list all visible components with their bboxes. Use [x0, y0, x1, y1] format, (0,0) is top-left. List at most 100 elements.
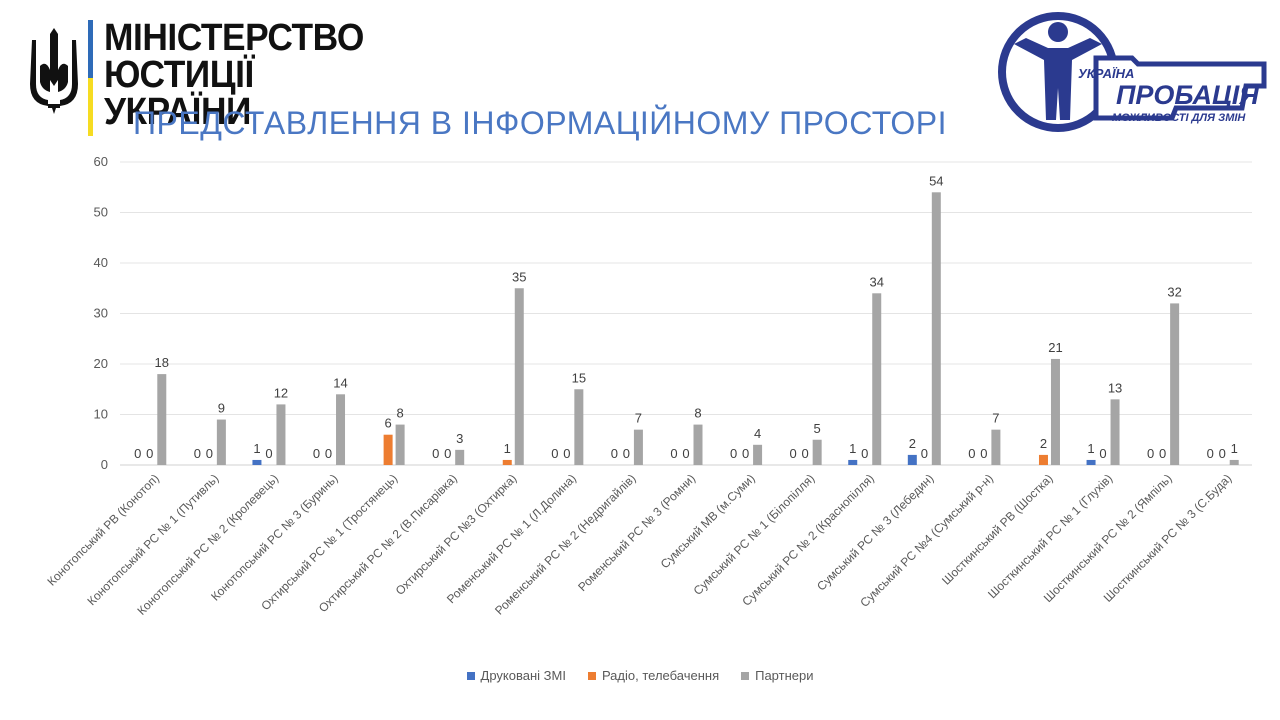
data-label-radio: 6 [384, 416, 391, 431]
data-label-radio: 0 [623, 446, 630, 461]
data-label-radio: 0 [980, 446, 987, 461]
x-tick-label: Сумський РС № 3 (Лебедин) [814, 471, 936, 593]
data-label-printed: 0 [790, 446, 797, 461]
legend-swatch-printed [466, 671, 475, 680]
ministry-logo: МІНІСТЕРСТВО ЮСТИЦІЇ УКРАЇНИ [26, 17, 426, 140]
legend-swatch-radio [587, 671, 596, 680]
probation-logo: УКРАЇНА ПРОБАЦІЯ МОЖЛИВОСТІ ДЛЯ ЗМІН [996, 8, 1271, 143]
data-label-partners: 1 [1231, 441, 1238, 456]
x-tick-label: Сумський РС № 2 (Краснопілля) [739, 471, 876, 608]
data-label-partners: 8 [396, 406, 403, 421]
data-label-radio: 0 [444, 446, 451, 461]
data-label-printed: 0 [1147, 446, 1154, 461]
ministry-name: МІНІСТЕРСТВО ЮСТИЦІЇ УКРАЇНИ [104, 17, 403, 133]
bar-partners [872, 293, 882, 465]
data-label-partners: 21 [1048, 340, 1062, 355]
data-label-printed: 0 [1207, 446, 1214, 461]
y-tick-label: 0 [101, 457, 108, 472]
bar-partners [812, 439, 822, 465]
x-tick-label: Конотопський РС № 1 (Путивль) [84, 471, 221, 608]
y-tick-label: 50 [94, 205, 108, 220]
y-tick-label: 60 [94, 154, 108, 169]
data-label-radio: 1 [504, 441, 511, 456]
x-axis: Конотопський РВ (Конотоп)Конотопський РС… [44, 471, 1234, 618]
bar-partners [931, 192, 941, 466]
slide-title: ПРЕДСТАВЛЕННЯ В ІНФОРМАЦІЙНОМУ ПРОСТОРІ [133, 105, 947, 141]
legend-label-printed: Друковані ЗМІ [480, 668, 566, 683]
data-label-radio: 0 [1099, 446, 1106, 461]
data-label-printed: 0 [432, 446, 439, 461]
bar-partners [157, 374, 167, 465]
data-label-radio: 2 [1040, 436, 1047, 451]
probation-country-text: УКРАЇНА [1078, 66, 1134, 81]
chart-legend: Друковані ЗМІ Радіо, телебачення Партнер… [0, 668, 1280, 683]
data-label-radio: 0 [265, 446, 272, 461]
y-tick-label: 10 [94, 407, 108, 422]
ministry-name-line1: МІНІСТЕРСТВО [104, 17, 364, 59]
bar-partners [514, 288, 524, 465]
bar-partners [1170, 303, 1180, 465]
bar-printed [907, 454, 917, 465]
data-label-radio: 0 [325, 446, 332, 461]
flag-stripe-blue [88, 20, 93, 78]
data-label-printed: 1 [253, 441, 260, 456]
data-label-printed: 0 [670, 446, 677, 461]
probation-tagline-text: МОЖЛИВОСТІ ДЛЯ ЗМІН [1112, 112, 1246, 124]
legend-item-printed: Друковані ЗМІ [466, 668, 566, 683]
legend-label-radio: Радіо, телебачення [601, 668, 720, 683]
x-tick-label: Шосткинський РВ (Шостка) [939, 471, 1055, 587]
data-label-partners: 5 [814, 421, 821, 436]
trident-icon [30, 28, 78, 114]
data-label-partners: 13 [1108, 380, 1122, 395]
legend-item-radio: Радіо, телебачення [587, 668, 720, 683]
bar-partners [1050, 358, 1060, 465]
bar-partners [1229, 459, 1239, 465]
bar-partners [753, 444, 763, 465]
data-label-printed: 0 [730, 446, 737, 461]
data-label-printed: 1 [1087, 441, 1094, 456]
data-label-partners: 9 [218, 401, 225, 416]
bar-partners [693, 424, 703, 465]
x-tick-label: Конотопський РВ (Конотоп) [44, 471, 161, 588]
x-tick-label: Роменський РС № 3 (Ромни) [575, 471, 698, 594]
data-label-printed: 2 [909, 436, 916, 451]
data-label-partners: 3 [456, 431, 463, 446]
bar-printed [252, 459, 262, 465]
legend-swatch-partners [741, 671, 750, 680]
data-label-partners: 14 [333, 375, 347, 390]
legend-item-partners: Партнери [741, 668, 813, 683]
data-label-radio: 0 [1159, 446, 1166, 461]
data-label-partners: 54 [929, 173, 943, 188]
data-label-printed: 0 [968, 446, 975, 461]
probation-emblem-icon: УКРАЇНА ПРОБАЦІЯ МОЖЛИВОСТІ ДЛЯ ЗМІН [998, 12, 1267, 132]
bar-partners [991, 429, 1001, 465]
bar-printed [1086, 459, 1096, 465]
bar-partners [276, 404, 286, 465]
probation-main-text: ПРОБАЦІЯ [1116, 80, 1260, 110]
bar-partners [216, 419, 226, 465]
data-label-printed: 0 [611, 446, 618, 461]
ministry-name-line2: ЮСТИЦІЇ УКРАЇНИ [104, 54, 254, 133]
bar-partners [336, 394, 346, 465]
y-tick-label: 40 [94, 255, 108, 270]
bars [157, 192, 1239, 466]
legend-label-partners: Партнери [755, 668, 814, 683]
bar-radio [502, 459, 512, 465]
data-label-partners: 32 [1167, 284, 1181, 299]
data-label-radio: 0 [682, 446, 689, 461]
data-label-printed: 0 [313, 446, 320, 461]
bar-printed [848, 459, 858, 465]
x-tick-label: Охтирський РС №3 (Охтирка) [393, 471, 520, 598]
data-label-radio: 0 [206, 446, 213, 461]
data-label-printed: 0 [194, 446, 201, 461]
x-tick-label: Шосткинський РС № 1 (Глухів) [985, 471, 1115, 601]
y-axis: 0 10 20 30 40 50 60 [94, 154, 108, 472]
bar-partners [395, 424, 405, 465]
data-label-partners: 34 [870, 274, 884, 289]
data-label-partners: 15 [572, 370, 586, 385]
data-label-partners: 12 [274, 385, 288, 400]
bar-partners [633, 429, 643, 465]
data-label-printed: 1 [849, 441, 856, 456]
y-tick-label: 20 [94, 356, 108, 371]
